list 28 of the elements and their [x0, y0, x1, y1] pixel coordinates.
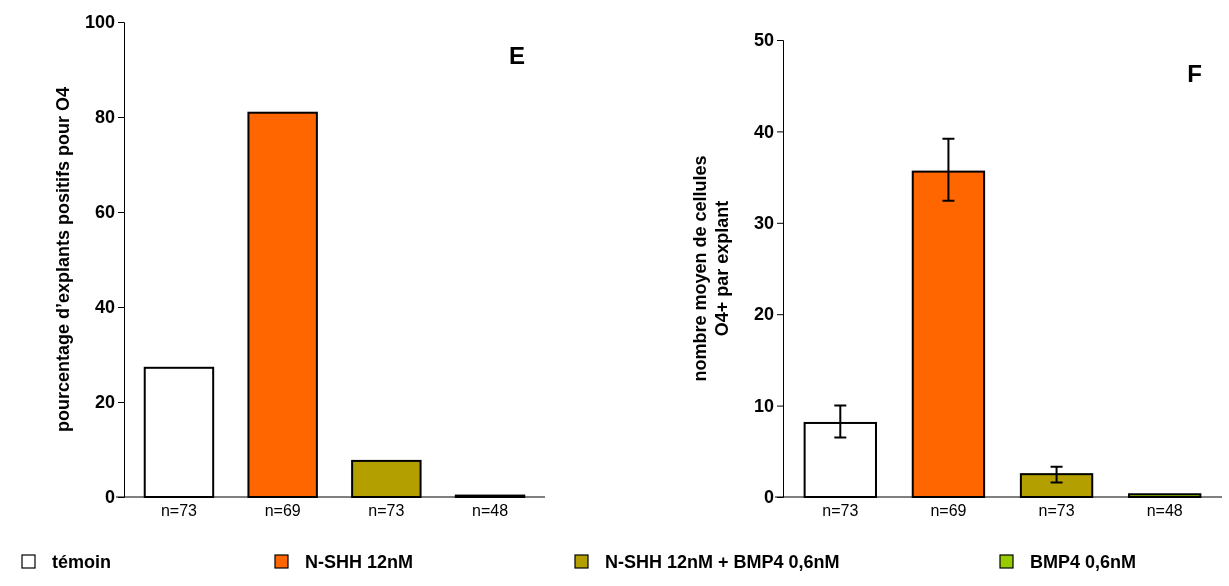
y-tick-label: 0 [763, 487, 774, 508]
text: F [1187, 60, 1202, 87]
y-tick-label: 20 [753, 304, 774, 325]
y-tick-label: 40 [753, 121, 774, 142]
x-tick-label: n=73 [1038, 502, 1075, 520]
legend-label: N-SHH 12nM + BMP4 0,6nM [605, 552, 840, 572]
y-tick-label: 60 [94, 202, 115, 223]
y-tick-label: 20 [94, 392, 115, 413]
y-tick-label: 100 [84, 12, 115, 33]
y-axis-title: pourcentage d’explants positifs pour O4 [53, 86, 73, 433]
y-tick-label: 40 [94, 297, 115, 318]
text: E [508, 42, 525, 69]
x-tick-label: n=73 [822, 502, 859, 520]
legend-label: BMP4 0,6nM [1030, 552, 1137, 572]
x-tick-label: n=69 [930, 502, 967, 520]
x-tick-label: n=73 [368, 502, 405, 520]
y-tick-label: 80 [94, 107, 115, 128]
x-tick-label: n=73 [160, 502, 198, 520]
x-tick-label: n=48 [1146, 502, 1183, 520]
y-tick-label: 10 [753, 395, 774, 416]
y-tick-label: 50 [753, 30, 774, 51]
legend-label: témoin [52, 552, 112, 572]
y-tick-label: 30 [753, 213, 774, 234]
y-axis-title: nombre moyen de cellules O4+ par explant [690, 155, 732, 382]
legend-label: N-SHH 12nM [305, 552, 414, 572]
x-tick-label: n=48 [472, 502, 509, 520]
y-tick-label: 0 [104, 487, 115, 508]
x-tick-label: n=69 [264, 502, 301, 520]
